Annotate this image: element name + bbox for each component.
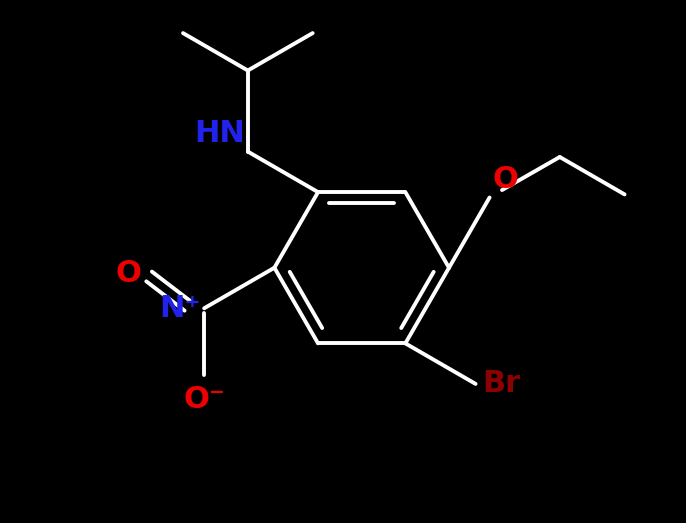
Text: O⁻: O⁻ xyxy=(183,385,225,414)
Text: Br: Br xyxy=(482,369,520,399)
Text: HN: HN xyxy=(194,119,245,149)
Text: O: O xyxy=(116,259,142,289)
Text: N⁺: N⁺ xyxy=(160,294,201,323)
Text: O: O xyxy=(493,165,519,195)
